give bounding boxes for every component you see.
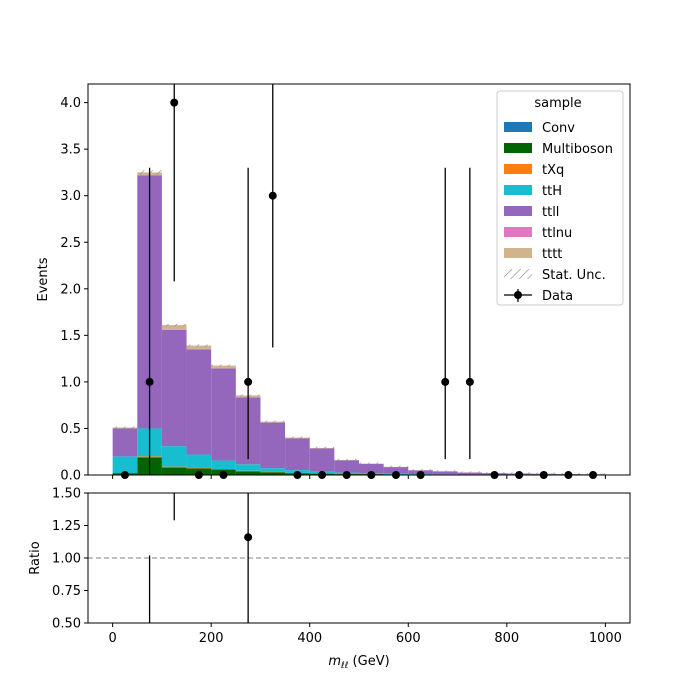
bar-ttll-bin-10 <box>359 463 384 474</box>
legend-label-multiboson: Multiboson <box>542 142 613 157</box>
upper-y-tick-label-1: 0.5 <box>60 422 81 437</box>
lower-y-tick-label-1: 0.75 <box>52 584 81 599</box>
bar-txq-bin-3 <box>186 467 212 469</box>
legend-label-data: Data <box>542 289 573 304</box>
bar-ttll-bin-3 <box>186 349 212 455</box>
stat-unc-bin-9 <box>334 458 359 462</box>
legend-label-tttt: tttt <box>542 247 562 262</box>
lower-y-tick-label-2: 1.00 <box>52 552 81 567</box>
bar-ttll-bin-11 <box>383 467 409 474</box>
upper-y-tick-label-0: 0.0 <box>60 469 81 484</box>
legend-swatch-tttt <box>504 248 532 258</box>
legend-label-tth: ttH <box>542 184 562 199</box>
data-point-13 <box>441 377 450 386</box>
bar-txq-bin-2 <box>161 466 187 468</box>
x-label-unit: (GeV) <box>348 654 389 669</box>
lower-y-tick-label-0: 0.50 <box>52 617 81 632</box>
stat-unc-bin-2 <box>161 323 187 327</box>
legend-swatch-ttll <box>504 206 532 216</box>
legend-title: sample <box>534 96 581 111</box>
upper-y-axis-label: Events <box>36 257 51 301</box>
stat-unc-bin-13 <box>432 470 458 473</box>
stat-unc-bin-10 <box>359 462 384 465</box>
legend-swatch-tth <box>504 185 532 195</box>
stat-unc-bin-4 <box>211 364 236 367</box>
upper-y-tick-label-7: 3.5 <box>60 143 81 158</box>
stat-unc-bin-7 <box>285 436 310 439</box>
upper-y-tick-label-4: 2.0 <box>60 282 81 297</box>
legend-label-conv: Conv <box>542 121 575 136</box>
lower-x-tick-label-3: 600 <box>396 631 421 646</box>
lower-x-tick-label-0: 0 <box>108 631 116 646</box>
data-point-14 <box>465 377 474 386</box>
lower-x-tick-label-4: 800 <box>494 631 519 646</box>
legend: sample Conv Multiboson tXq ttH ttll ttlnu tttt S… <box>496 90 624 306</box>
stat-unc-bin-8 <box>309 446 335 450</box>
bar-tttt-bin-3 <box>186 345 212 350</box>
bar-ttll-bin-7 <box>285 438 310 471</box>
bar-ttll-bin-4 <box>211 368 236 461</box>
upper-y-tick-label-6: 3.0 <box>60 189 81 204</box>
stat-unc-bin-6 <box>260 420 286 423</box>
lower-y-axis-label: Ratio <box>28 541 43 574</box>
legend-swatch-txq <box>504 164 532 174</box>
legend-data-marker <box>514 291 522 299</box>
stat-unc-bin-0 <box>112 426 138 429</box>
stat-unc-bin-11 <box>383 465 409 468</box>
upper-y-axis: 0.0 0.5 1.0 1.5 2.0 2.5 3.0 3.5 4.0 <box>60 96 88 484</box>
bar-ttll-bin-14 <box>457 472 483 475</box>
legend-label-txq: tXq <box>542 163 564 178</box>
upper-x-axis <box>112 475 606 479</box>
bar-tttt-bin-2 <box>161 325 187 330</box>
ratio-point-2 <box>244 533 253 542</box>
upper-y-tick-label-5: 2.5 <box>60 236 81 251</box>
x-label-subscript: ℓℓ <box>340 661 348 671</box>
legend-swatch-multiboson <box>504 143 532 153</box>
lower-y-tick-label-4: 1.50 <box>52 487 81 502</box>
bar-multiboson-bin-6 <box>260 472 286 475</box>
x-axis-label: mℓℓ (GeV) <box>328 654 389 671</box>
bar-tth-bin-2 <box>161 446 187 467</box>
bar-ttll-bin-2 <box>161 329 187 447</box>
upper-plot-frame <box>87 83 631 476</box>
legend-label-ttll: ttll <box>542 205 559 220</box>
lower-y-axis: 0.50 0.75 1.00 1.25 1.50 <box>52 487 88 632</box>
ratio-points <box>148 493 253 623</box>
upper-y-tick-label-3: 1.5 <box>60 329 81 344</box>
bar-tth-bin-6 <box>260 468 286 472</box>
bar-tth-bin-5 <box>235 464 261 471</box>
legend-swatch-conv <box>504 122 532 132</box>
data-point-6 <box>268 191 277 200</box>
legend-swatch-ttlnu <box>504 227 532 237</box>
bar-multiboson-bin-2 <box>161 467 187 475</box>
data-point-5 <box>244 377 253 386</box>
lower-x-tick-label-2: 400 <box>297 631 322 646</box>
bar-ttll-bin-6 <box>260 422 286 469</box>
stat-unc-bin-3 <box>186 344 212 347</box>
legend-swatch-stat-unc- <box>504 269 532 279</box>
bar-ttll-bin-0 <box>112 428 138 457</box>
stat-unc-bin-12 <box>408 469 433 472</box>
upper-y-tick-label-2: 1.0 <box>60 375 81 390</box>
bar-ttll-bin-9 <box>334 460 359 473</box>
data-point-1 <box>145 377 154 386</box>
stat-unc-bin-14 <box>457 471 483 474</box>
lower-y-tick-label-3: 1.25 <box>52 519 81 534</box>
lower-x-tick-label-5: 1000 <box>589 631 622 646</box>
bar-tth-bin-0 <box>112 456 138 474</box>
legend-label-stat-unc-: Stat. Unc. <box>542 268 606 283</box>
bar-ttll-bin-8 <box>309 448 335 472</box>
bar-multiboson-bin-5 <box>235 471 261 475</box>
lower-x-axis: 0 200 400 600 800 1000 <box>108 623 622 646</box>
bar-ttll-bin-13 <box>432 471 458 475</box>
data-point-2 <box>170 98 179 107</box>
bar-tttt-bin-4 <box>211 365 236 369</box>
upper-y-tick-label-8: 4.0 <box>60 96 81 111</box>
legend-label-ttlnu: ttlnu <box>542 226 572 241</box>
bar-tth-bin-3 <box>186 454 212 468</box>
bar-tth-bin-4 <box>211 460 236 469</box>
lower-x-tick-label-1: 200 <box>199 631 224 646</box>
x-label-main: m <box>328 654 341 669</box>
